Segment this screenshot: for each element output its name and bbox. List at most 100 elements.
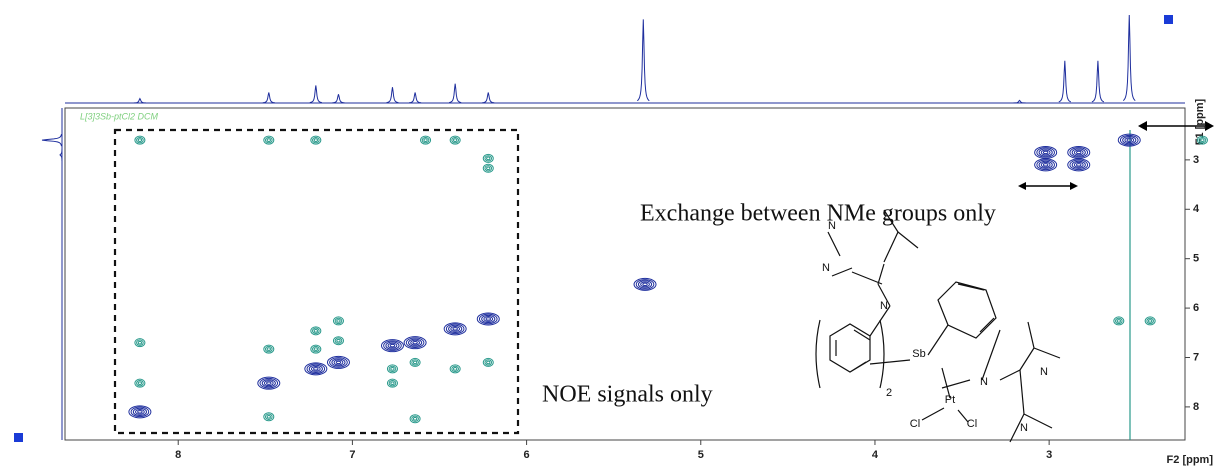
f2-peak — [1058, 60, 1072, 103]
peak — [134, 338, 146, 348]
x-tick-label: 6 — [524, 449, 530, 461]
peak — [263, 135, 275, 145]
contour-ring — [448, 324, 463, 333]
contour-ring — [311, 327, 320, 334]
contour-ring — [266, 414, 271, 419]
contour-ring — [335, 360, 342, 365]
contour-ring — [411, 415, 419, 422]
contour-ring — [329, 357, 348, 368]
peak — [263, 344, 275, 354]
f1-peak — [41, 134, 62, 147]
peak — [134, 135, 146, 145]
contour-ring — [450, 325, 461, 332]
noe-box — [113, 128, 520, 435]
contour-ring — [635, 279, 655, 290]
peak — [443, 322, 467, 336]
peak — [1117, 133, 1141, 147]
contour-ring — [1071, 160, 1086, 169]
contour-ring — [137, 138, 143, 142]
annotation: NOE signals only — [542, 382, 713, 408]
contour-ring — [264, 413, 273, 420]
y-tick-label: 8 — [1193, 401, 1199, 413]
contour-ring — [421, 136, 430, 144]
contour-ring — [411, 359, 419, 366]
contour-ring — [485, 317, 491, 321]
contour-ring — [336, 338, 341, 343]
contour-ring — [313, 347, 318, 351]
f2-peak — [386, 87, 399, 104]
f2-peak — [1013, 99, 1026, 104]
annotation: Exchange between NMe groups only — [640, 201, 996, 227]
contour-ring — [134, 378, 146, 388]
contour-ring — [134, 408, 145, 415]
f2-peak — [449, 83, 462, 103]
y-tick-label: 7 — [1193, 351, 1199, 363]
contour-ring — [1113, 316, 1125, 326]
peak — [310, 135, 322, 145]
contour-ring — [1040, 149, 1051, 156]
peak — [1144, 316, 1156, 326]
f2-peak — [409, 92, 422, 104]
contour-ring — [266, 381, 272, 385]
contour-ring — [637, 280, 653, 289]
x-tick-label: 4 — [872, 449, 879, 461]
y-tick-label: 6 — [1193, 302, 1199, 314]
contour-ring — [642, 282, 648, 287]
contour-ring — [483, 316, 494, 322]
contour-ring — [476, 312, 500, 326]
contour-ring — [486, 360, 491, 365]
contour-ring — [484, 359, 493, 366]
f2-peak — [262, 92, 275, 104]
peak — [633, 277, 657, 291]
contour-ring — [1147, 319, 1153, 323]
peak — [1034, 158, 1058, 172]
contour-ring — [310, 344, 322, 354]
peak — [476, 312, 500, 326]
contour-ring — [1036, 147, 1055, 158]
contour-ring — [451, 365, 460, 373]
contour-ring — [452, 327, 458, 331]
contour-ring — [633, 277, 657, 291]
y-tick-label: 4 — [1193, 203, 1200, 215]
atom-label: N — [828, 220, 836, 232]
contour-ring — [484, 155, 493, 162]
contour-ring — [334, 317, 343, 325]
atom-label: Cl — [967, 418, 977, 430]
contour-ring — [640, 281, 650, 288]
contour-ring — [1042, 163, 1049, 167]
peak — [482, 163, 494, 173]
contour-ring — [313, 367, 319, 371]
atom-label: N — [980, 376, 988, 388]
contour-ring — [1114, 317, 1123, 325]
contour-ring — [388, 380, 397, 387]
contour-ring — [443, 322, 467, 336]
contour-ring — [263, 380, 274, 387]
contour-ring — [412, 360, 418, 365]
contour-ring — [451, 136, 460, 144]
peak — [386, 378, 398, 388]
peak — [1113, 316, 1125, 326]
peak — [403, 336, 427, 350]
contour-ring — [1034, 158, 1058, 172]
contour-ring — [257, 376, 281, 390]
peak — [1196, 135, 1208, 145]
peak — [420, 135, 432, 145]
contour-ring — [313, 138, 318, 142]
contour-ring — [386, 364, 398, 374]
contour-ring — [136, 339, 144, 346]
contour-ring — [264, 136, 273, 144]
x-tick-label: 8 — [175, 449, 181, 461]
contour-ring — [137, 410, 143, 414]
peak — [449, 135, 461, 145]
contour-ring — [311, 136, 320, 144]
atom-label: N — [1040, 366, 1048, 378]
contour-ring — [408, 338, 423, 347]
f2-peak — [332, 94, 345, 104]
contour-ring — [137, 340, 143, 345]
contour-ring — [1076, 150, 1082, 155]
contour-ring — [1038, 148, 1053, 157]
contour-ring — [1122, 136, 1137, 145]
contour-ring — [1196, 135, 1208, 145]
structure — [815, 209, 1061, 443]
